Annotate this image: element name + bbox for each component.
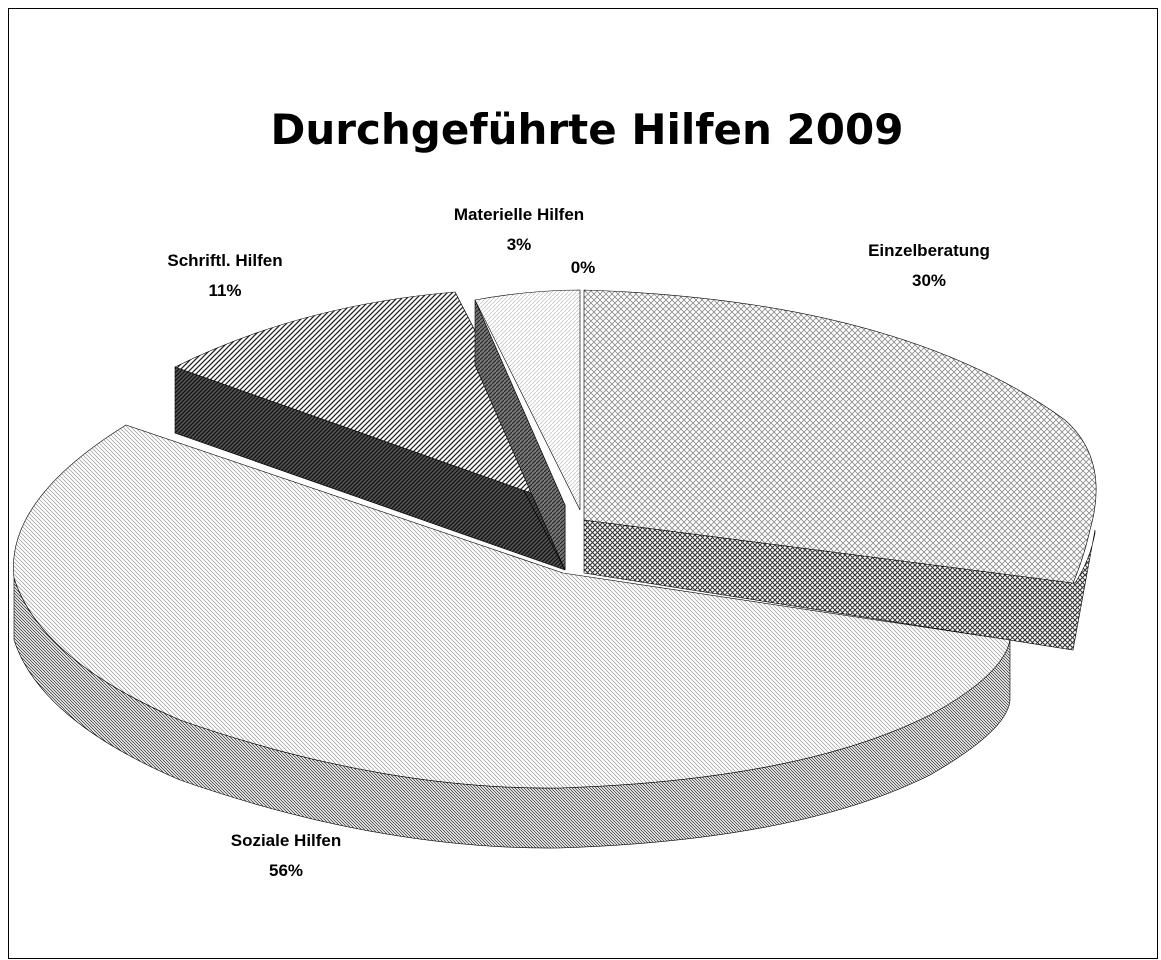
label-materielle-value: 3% [507,235,532,254]
pie-slice-materielle [474,289,581,511]
pie-slice-soziale [13,424,1011,789]
pie-slice-schriftl [174,291,566,506]
pie-slices [13,289,1097,849]
label-einzelberatung-value: 30% [912,271,946,290]
label-schriftl-value: 11% [208,281,241,300]
data-labels: Einzelberatung 30% Soziale Hilfen 56% Sc… [167,205,990,880]
label-zero-value: 0% [571,258,596,277]
chart-title: Durchgeführte Hilfen 2009 [271,105,904,154]
label-soziale-value: 56% [269,861,303,880]
label-schriftl-name: Schriftl. Hilfen [167,251,282,270]
label-einzelberatung-name: Einzelberatung [868,241,990,260]
pie-slice-einzelberatung [583,289,1097,584]
pie-slice-einzel-side [583,519,1096,651]
label-materielle-name: Materielle Hilfen [454,205,584,224]
label-soziale-name: Soziale Hilfen [231,831,342,850]
pie-slice-materielle-side [474,299,566,571]
